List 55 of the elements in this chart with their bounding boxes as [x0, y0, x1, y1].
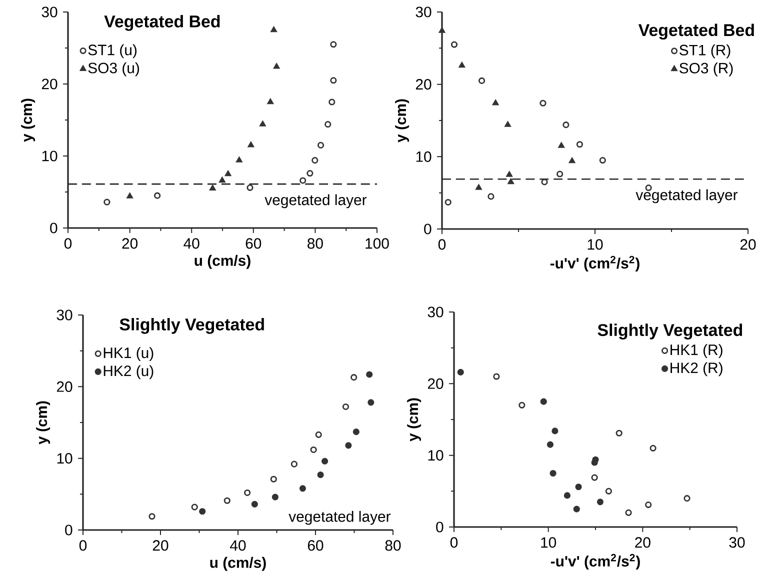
y-tick-label: 30	[416, 6, 432, 18]
x-tick-label: 20	[635, 537, 650, 548]
y-tick-label: 30	[56, 310, 72, 320]
y-tick-label: 20	[42, 78, 58, 90]
legend-label: HK2 (R)	[670, 362, 722, 376]
y-tick-label: 10	[57, 453, 72, 464]
y-tick-label: 20	[428, 378, 444, 389]
legend-label: ST1 (u)	[88, 44, 137, 58]
legend-label: SO3 (R)	[680, 62, 733, 76]
x-axis-title: -u'v' (cm$^{2}$/s$^{2}$)	[550, 256, 640, 272]
y-tick-label: 0	[436, 522, 444, 532]
chart-title: Slightly Vegetated	[120, 318, 264, 334]
text: Slightly Vegetated	[598, 324, 742, 340]
x-tick-label: 60	[246, 238, 262, 249]
legend-label: SO3 (u)	[88, 62, 140, 76]
y-tick-label: 0	[424, 224, 432, 234]
x-tick-label: 80	[308, 238, 323, 249]
y-tick-label: 10	[428, 450, 444, 461]
y-axis-title: y (cm)	[395, 99, 410, 142]
ref-line-label: vegetated layer	[264, 194, 367, 208]
x-tick-label: 0	[450, 537, 458, 548]
y-tick-label: 0	[50, 222, 58, 234]
x-tick-label: 20	[122, 238, 138, 249]
y-axis-title: y (cm)	[21, 98, 36, 142]
legend-label: HK1 (u)	[104, 347, 154, 362]
x-axis-title: u (cm/s)	[210, 556, 266, 571]
y-tick-label: 30	[42, 6, 58, 18]
x-tick-label: 60	[308, 540, 324, 551]
annotation: vegetated layer	[288, 510, 391, 525]
x-axis-title: -u'v' (cm$^{2}$/s$^{2}$)	[550, 554, 640, 570]
ref-line-label: vegetated layer	[636, 189, 738, 204]
x-axis-title: u (cm/s)	[194, 254, 250, 269]
y-tick-label: 20	[416, 79, 432, 90]
legend-label: HK1 (R)	[670, 344, 722, 358]
text: Vegetated Bed	[638, 24, 754, 40]
y-tick-label: 10	[42, 150, 58, 162]
chart-title: Vegetated Bed	[104, 15, 220, 31]
y-tick-label: 20	[56, 381, 72, 392]
x-tick-label: 10	[541, 537, 556, 548]
x-tick-label: 30	[729, 537, 745, 548]
y-axis-title: y (cm)	[407, 398, 422, 442]
legend-label: ST1 (R)	[680, 44, 730, 58]
x-tick-label: 20	[740, 239, 756, 250]
x-tick-label: 80	[385, 540, 401, 551]
y-tick-label: 10	[416, 151, 432, 162]
y-tick-label: 30	[428, 306, 444, 318]
x-tick-label: 0	[79, 540, 87, 551]
y-tick-label: 0	[65, 524, 72, 536]
x-tick-label: 40	[184, 238, 200, 249]
x-tick-label: 100	[366, 238, 389, 249]
x-tick-label: 20	[152, 540, 168, 551]
legend-label: HK2 (u)	[104, 365, 154, 380]
x-tick-label: 40	[230, 540, 246, 551]
y-axis-title: y (cm)	[36, 401, 50, 444]
x-tick-label: 10	[588, 239, 603, 250]
